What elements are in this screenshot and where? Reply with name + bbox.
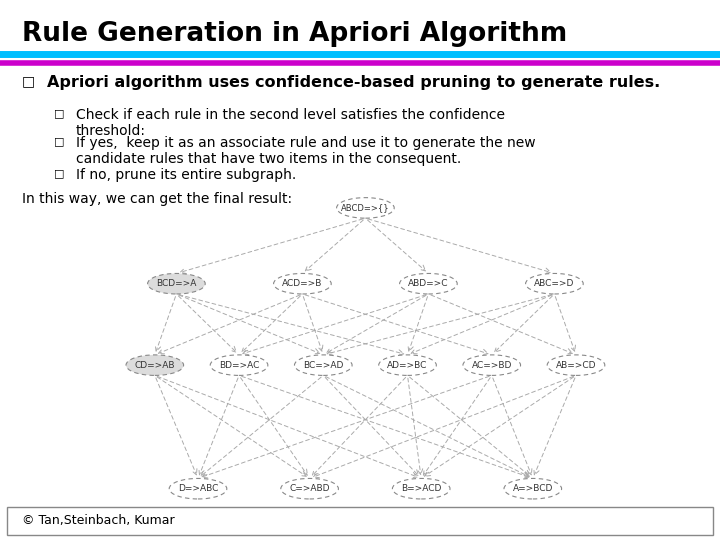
- Ellipse shape: [210, 355, 268, 375]
- Text: C=>ABD: C=>ABD: [289, 484, 330, 493]
- Text: BCD=>A: BCD=>A: [156, 279, 197, 288]
- Ellipse shape: [392, 478, 450, 499]
- Text: In this way, we can get the final result:: In this way, we can get the final result…: [22, 192, 292, 206]
- Ellipse shape: [526, 273, 583, 294]
- Text: B=>ACD: B=>ACD: [401, 484, 441, 493]
- Text: CD=>AB: CD=>AB: [135, 361, 175, 370]
- Ellipse shape: [547, 355, 605, 375]
- Ellipse shape: [126, 355, 184, 375]
- Text: © Tan,Steinbach, Kumar: © Tan,Steinbach, Kumar: [22, 514, 174, 527]
- Ellipse shape: [400, 273, 457, 294]
- Text: D=>ABC: D=>ABC: [178, 484, 218, 493]
- Text: ACD=>B: ACD=>B: [282, 279, 323, 288]
- Text: Rule Generation in Apriori Algorithm: Rule Generation in Apriori Algorithm: [22, 21, 567, 46]
- Ellipse shape: [148, 273, 205, 294]
- Ellipse shape: [281, 478, 338, 499]
- FancyBboxPatch shape: [7, 507, 713, 535]
- Text: If no, prune its entire subgraph.: If no, prune its entire subgraph.: [76, 168, 296, 183]
- Text: ABC=>D: ABC=>D: [534, 279, 575, 288]
- Text: □: □: [54, 136, 65, 146]
- Text: □: □: [22, 75, 35, 89]
- Text: BD=>AC: BD=>AC: [219, 361, 259, 370]
- Text: If yes,  keep it as an associate rule and use it to generate the new
candidate r: If yes, keep it as an associate rule and…: [76, 136, 535, 166]
- Ellipse shape: [504, 478, 562, 499]
- Ellipse shape: [274, 273, 331, 294]
- Ellipse shape: [337, 198, 395, 218]
- Text: AC=>BD: AC=>BD: [472, 361, 512, 370]
- Text: A=>BCD: A=>BCD: [513, 484, 553, 493]
- Text: AB=>CD: AB=>CD: [556, 361, 596, 370]
- Text: ABD=>C: ABD=>C: [408, 279, 449, 288]
- Ellipse shape: [379, 355, 436, 375]
- Ellipse shape: [463, 355, 521, 375]
- Text: □: □: [54, 168, 65, 179]
- Text: □: □: [54, 108, 65, 118]
- Text: ABCD=>{}: ABCD=>{}: [341, 204, 390, 212]
- Text: BC=>AD: BC=>AD: [303, 361, 343, 370]
- Text: AD=>BC: AD=>BC: [387, 361, 428, 370]
- Ellipse shape: [169, 478, 227, 499]
- Text: Apriori algorithm uses confidence-based pruning to generate rules.: Apriori algorithm uses confidence-based …: [47, 75, 660, 90]
- Text: Check if each rule in the second level satisfies the confidence
threshold:: Check if each rule in the second level s…: [76, 108, 505, 138]
- Ellipse shape: [294, 355, 352, 375]
